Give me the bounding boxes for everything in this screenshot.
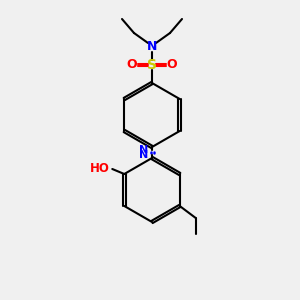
Text: N: N bbox=[147, 40, 157, 53]
Text: HO: HO bbox=[90, 163, 110, 176]
Text: N: N bbox=[140, 150, 148, 160]
Text: S: S bbox=[147, 58, 157, 72]
Text: N: N bbox=[140, 145, 148, 155]
Text: O: O bbox=[127, 58, 137, 71]
Text: O: O bbox=[167, 58, 177, 71]
